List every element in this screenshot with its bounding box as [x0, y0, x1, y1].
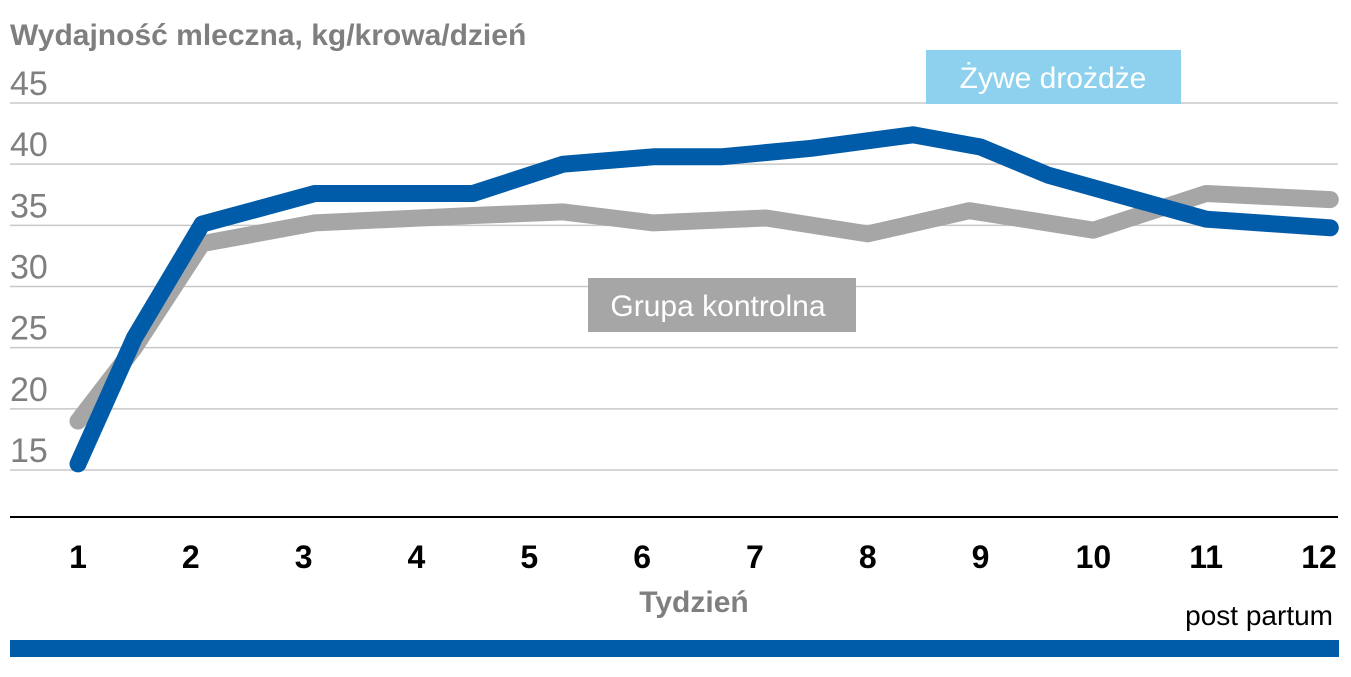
y-axis-label: Wydajność mleczna, kg/krowa/dzień — [10, 19, 526, 52]
x-tick-12: 12 — [1301, 539, 1337, 575]
y-tick-labels: 15 20 25 30 35 40 45 — [10, 65, 48, 470]
y-tick-20: 20 — [10, 371, 48, 409]
x-axis-label: Tydzień — [639, 586, 748, 619]
x-tick-2: 2 — [182, 539, 200, 575]
legend-grupa-kontrolna-box — [588, 278, 856, 332]
x-tick-6: 6 — [633, 539, 651, 575]
x-tick-8: 8 — [859, 539, 877, 575]
y-tick-45: 45 — [10, 65, 48, 103]
legend-zywe-drozdze-box — [926, 50, 1181, 104]
legend-zywe-drozdze-label: Żywe drożdże — [960, 62, 1147, 95]
x-tick-1: 1 — [69, 539, 87, 575]
x-tick-10: 10 — [1076, 539, 1112, 575]
y-tick-35: 35 — [10, 187, 48, 225]
x-tick-3: 3 — [295, 539, 313, 575]
post-partum-note: post partum — [1185, 600, 1333, 631]
x-tick-9: 9 — [972, 539, 990, 575]
series-line-grupa-kontrolna — [69, 185, 1339, 430]
y-tick-15: 15 — [10, 432, 48, 470]
series-lines — [69, 126, 1339, 473]
series-line-zywe-drozdze — [69, 126, 1339, 473]
y-tick-30: 30 — [10, 249, 48, 287]
x-tick-11: 11 — [1189, 539, 1223, 575]
x-tick-4: 4 — [408, 539, 426, 575]
x-tick-labels: 1 2 3 4 5 6 7 8 9 10 11 12 — [69, 539, 1337, 575]
x-tick-7: 7 — [746, 539, 764, 575]
x-tick-5: 5 — [520, 539, 538, 575]
legend-grupa-kontrolna-label: Grupa kontrolna — [610, 290, 825, 323]
y-tick-25: 25 — [10, 310, 48, 348]
bottom-bar — [10, 640, 1339, 657]
y-tick-40: 40 — [10, 126, 48, 164]
